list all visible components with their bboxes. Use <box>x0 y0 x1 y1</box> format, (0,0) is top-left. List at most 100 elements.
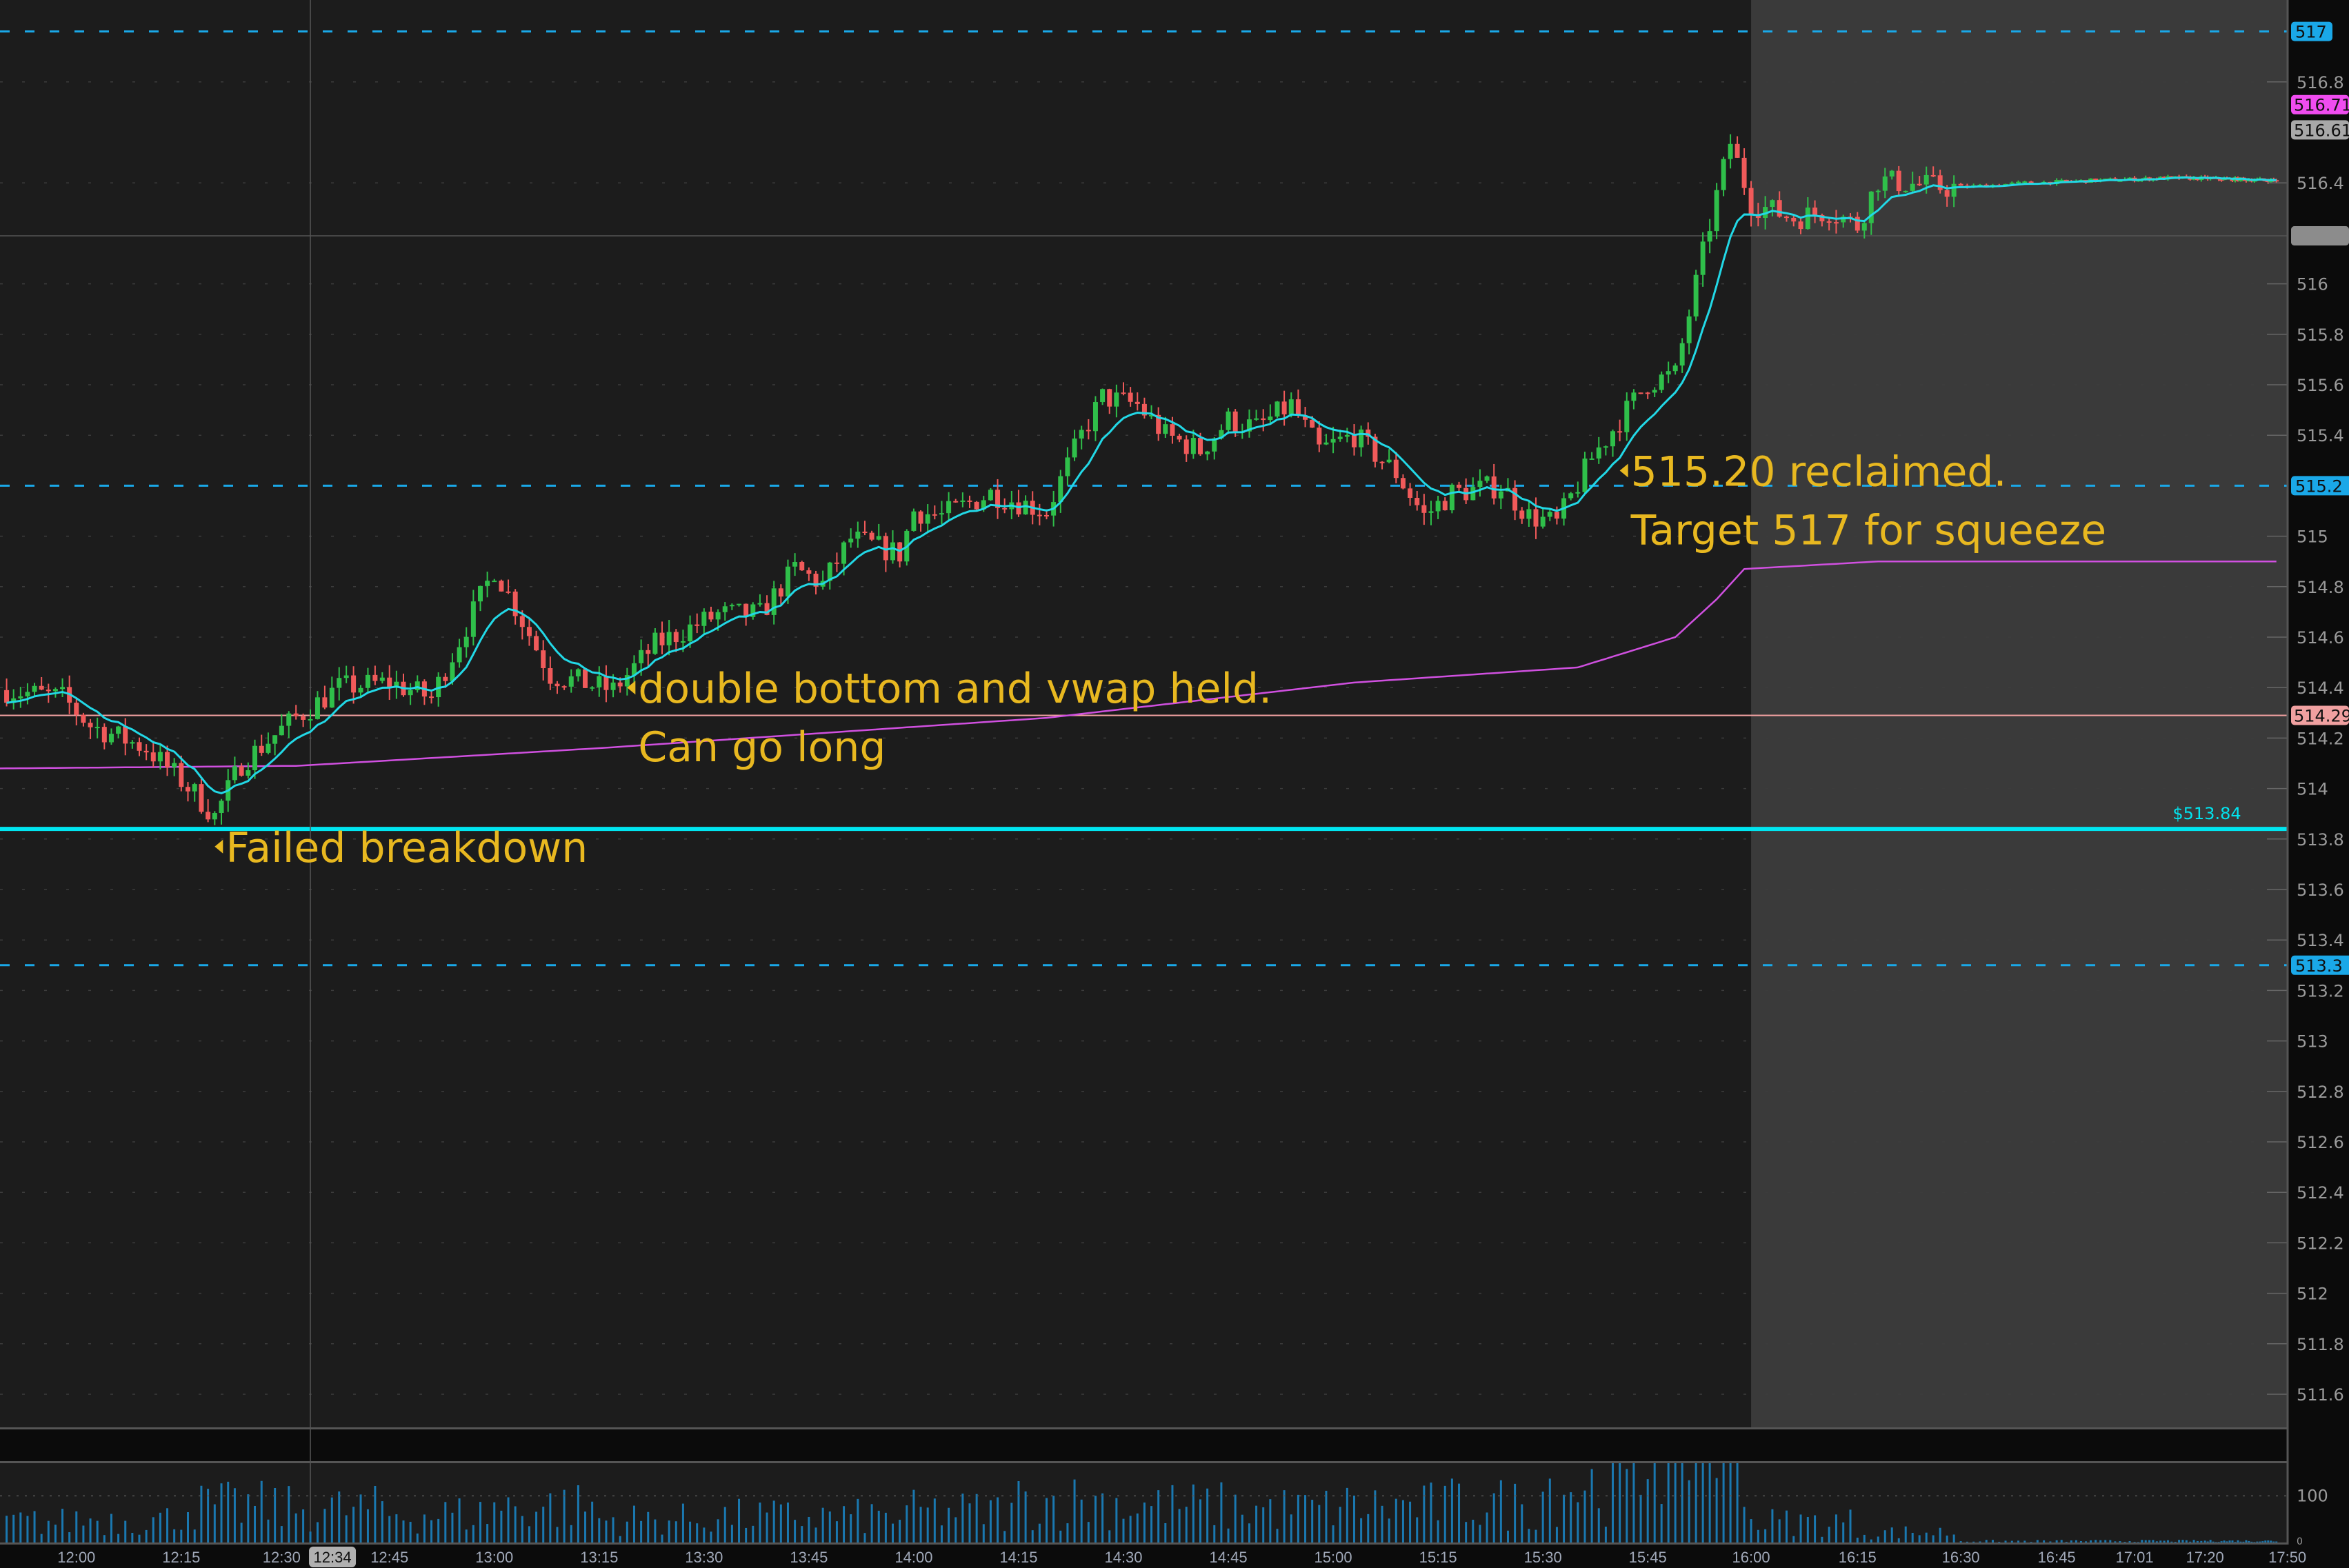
price-badge-label: 516.71 <box>2294 96 2349 115</box>
candle <box>429 696 434 698</box>
candle <box>25 692 30 696</box>
candle <box>358 687 363 693</box>
candle <box>94 727 100 729</box>
candle <box>157 752 163 762</box>
candle <box>694 624 700 626</box>
candle <box>1254 418 1259 420</box>
candle <box>548 668 553 684</box>
price-tick-label: 516.8 <box>2297 73 2344 92</box>
candle <box>2103 179 2108 181</box>
candle <box>715 612 721 620</box>
candle <box>1107 389 1112 407</box>
candle <box>1512 488 1518 511</box>
candle <box>1638 392 1643 394</box>
candle <box>1121 392 1126 394</box>
candle <box>792 562 798 567</box>
candle <box>39 685 44 690</box>
candle <box>252 745 258 771</box>
candle <box>1058 476 1063 503</box>
candle <box>1777 200 1782 217</box>
candle <box>1421 505 1427 513</box>
candle <box>2246 180 2252 182</box>
candle <box>246 770 251 776</box>
candle <box>1659 374 1664 390</box>
candle <box>526 627 532 636</box>
annotation-text: Can go long <box>638 723 886 772</box>
candle <box>2169 176 2175 178</box>
panel-separator <box>0 1427 2288 1429</box>
candle <box>314 697 320 719</box>
candle <box>750 604 756 617</box>
candle <box>443 676 448 681</box>
time-tick-label: 12:15 <box>162 1549 200 1566</box>
candle <box>624 675 630 687</box>
time-tick-label: 13:00 <box>475 1549 513 1566</box>
volume-tick-label: 100 <box>2297 1486 2328 1505</box>
candle <box>1092 402 1098 432</box>
price-tick-label: 513.6 <box>2297 881 2344 900</box>
time-tick-label: 13:45 <box>790 1549 828 1566</box>
candle <box>974 501 979 510</box>
candle <box>841 542 847 564</box>
candle <box>639 650 644 663</box>
candle <box>343 675 349 679</box>
level-badge-label: 517 <box>2295 23 2327 42</box>
annotation-text: 515.20 reclaimed. <box>1631 448 2007 496</box>
candle <box>1889 170 1895 177</box>
candle <box>806 570 812 574</box>
candle <box>1372 436 1378 462</box>
candle <box>2009 182 2015 184</box>
candle <box>981 500 986 510</box>
candle <box>337 678 342 688</box>
candle <box>1330 439 1336 443</box>
price-badge-label: 516.61 <box>2294 121 2349 140</box>
candle <box>301 716 306 720</box>
candle <box>1344 434 1350 437</box>
candle <box>1149 414 1154 416</box>
candle <box>2028 181 2034 183</box>
candle <box>1128 392 1133 402</box>
price-tick-label: 512.6 <box>2297 1133 2344 1152</box>
candle <box>1700 241 1706 275</box>
candle <box>179 763 184 787</box>
candle <box>652 632 658 654</box>
crosshair-price-badge <box>2291 226 2349 246</box>
level-badge-label: 515.2 <box>2295 476 2343 496</box>
candle <box>1533 509 1539 527</box>
candle <box>1603 446 1608 448</box>
candle <box>1610 431 1616 447</box>
candle <box>890 542 896 561</box>
candle <box>1351 434 1357 448</box>
candle <box>737 603 742 605</box>
price-tick-label: 511.6 <box>2297 1385 2344 1405</box>
candle <box>1281 401 1287 414</box>
time-tick-label: 13:15 <box>580 1549 618 1566</box>
candle <box>308 718 313 721</box>
candle <box>771 588 777 615</box>
candle <box>729 605 734 607</box>
candle <box>293 713 299 716</box>
candle <box>259 745 264 753</box>
price-badge <box>2291 94 2349 114</box>
candle <box>286 713 292 726</box>
price-tick-label: 515.8 <box>2297 325 2344 345</box>
candle <box>18 696 23 698</box>
candle <box>192 784 197 792</box>
candle <box>708 612 714 620</box>
candle <box>1686 316 1692 343</box>
price-tick-label: 514.6 <box>2297 628 2344 647</box>
candle <box>1016 502 1021 515</box>
price-tick-label: 512.4 <box>2297 1183 2344 1203</box>
candle <box>1114 392 1119 407</box>
candle <box>631 663 637 676</box>
candle <box>862 531 868 533</box>
candle <box>1295 399 1301 416</box>
candle <box>1679 343 1685 366</box>
candle <box>568 676 574 687</box>
candle <box>1002 507 1008 510</box>
candle <box>1303 415 1308 420</box>
candle <box>1693 274 1699 316</box>
candle <box>239 766 244 776</box>
candle <box>1861 223 1867 231</box>
